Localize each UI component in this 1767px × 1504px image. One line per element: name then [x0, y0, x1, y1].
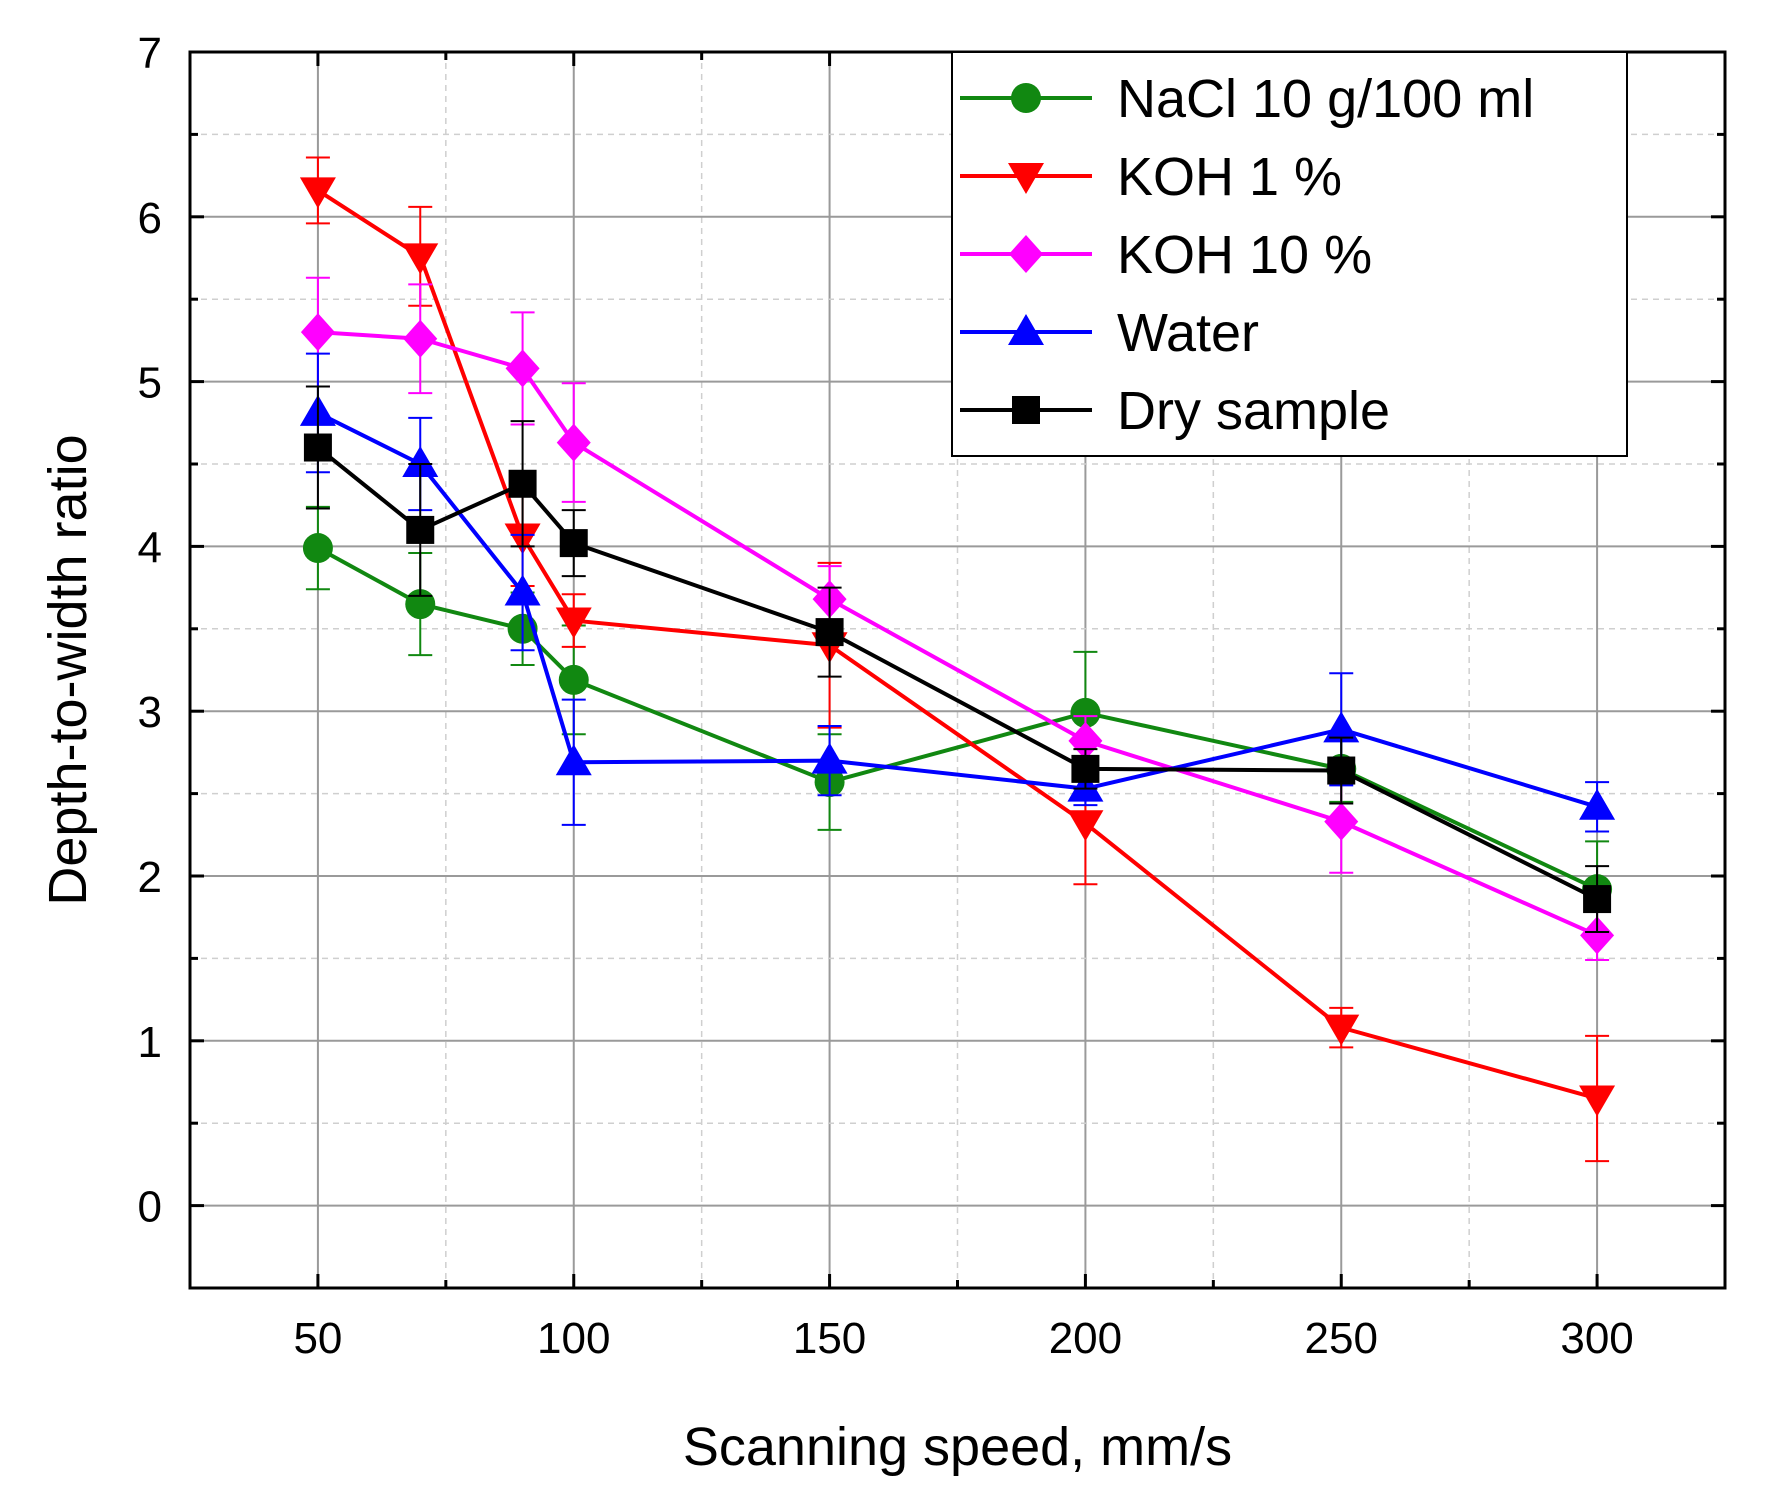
x-tick-label: 300 — [1560, 1314, 1633, 1363]
data-point — [811, 742, 848, 774]
y-tick-label: 1 — [138, 1018, 162, 1067]
legend-label: NaCl 10 g/100 ml — [1117, 69, 1534, 129]
x-tick-label: 200 — [1049, 1314, 1122, 1363]
data-point — [1580, 916, 1615, 955]
data-point — [1071, 754, 1100, 783]
legend-marker — [1011, 83, 1041, 113]
data-point — [1323, 711, 1360, 743]
series-line — [316, 445, 1598, 901]
data-point — [559, 529, 588, 558]
y-tick-label: 3 — [138, 688, 162, 737]
y-tick-label: 2 — [138, 853, 162, 902]
data-point — [402, 243, 439, 275]
y-tick-label: 7 — [138, 29, 162, 78]
legend-marker — [1012, 396, 1040, 424]
plot-series — [299, 156, 1616, 1163]
data-point — [406, 515, 435, 544]
data-point — [508, 469, 537, 498]
y-tick-label: 4 — [138, 523, 162, 572]
data-point — [402, 446, 439, 477]
y-tick-label: 5 — [138, 359, 162, 408]
series-line — [317, 411, 1598, 809]
x-tick-label: 50 — [293, 1314, 342, 1363]
data-point — [403, 319, 438, 358]
series-2 — [300, 276, 1615, 962]
legend: NaCl 10 g/100 ml KOH 1 % KOH 10 % Water Dry … — [951, 51, 1628, 457]
legend-item: KOH 1 % — [960, 147, 1342, 207]
data-point — [1579, 788, 1616, 820]
x-tick-label: 250 — [1305, 1314, 1378, 1363]
data-point — [558, 664, 589, 695]
data-point — [815, 618, 844, 647]
data-point — [1067, 810, 1104, 842]
data-point — [1583, 885, 1612, 914]
data-point — [299, 177, 336, 209]
data-point — [1068, 721, 1103, 760]
data-point — [1323, 1014, 1360, 1046]
x-tick-label: 150 — [793, 1314, 866, 1363]
data-point — [556, 423, 591, 462]
series-4 — [303, 385, 1612, 934]
data-point — [1327, 756, 1356, 785]
data-point — [1324, 802, 1359, 841]
data-point — [1070, 697, 1101, 728]
data-point — [1579, 1085, 1616, 1117]
data-point — [555, 607, 592, 639]
legend-item: Dry sample — [960, 381, 1390, 441]
legend-label: KOH 1 % — [1117, 147, 1342, 207]
series-line — [317, 330, 1598, 938]
y-axis-title: Depth-to-width ratio — [38, 434, 98, 905]
legend-label: Water — [1117, 303, 1259, 363]
series-line — [316, 546, 1598, 891]
y-tick-label: 6 — [138, 194, 162, 243]
legend-marker — [1008, 163, 1044, 194]
x-axis-title: Scanning speed, mm/s — [683, 1417, 1232, 1477]
data-point — [302, 533, 333, 564]
legend-item: NaCl 10 g/100 ml — [960, 69, 1534, 129]
data-point — [303, 433, 332, 462]
legend-marker — [1009, 235, 1043, 273]
legend-label: Dry sample — [1117, 381, 1390, 441]
tick-labels: 50 100 150 200 250 300 0 1 2 3 4 5 6 7 — [138, 29, 1634, 1363]
data-point — [300, 313, 335, 352]
x-tick-label: 100 — [537, 1314, 610, 1363]
legend-label: KOH 10 % — [1117, 225, 1372, 285]
data-point — [504, 574, 541, 606]
legend-marker — [1008, 314, 1044, 345]
data-point — [505, 349, 540, 388]
legend-item: KOH 10 % — [960, 225, 1372, 285]
legend-item: Water — [960, 303, 1259, 363]
data-point — [555, 744, 592, 776]
series-line — [316, 188, 1598, 1101]
y-tick-label: 0 — [138, 1183, 162, 1232]
